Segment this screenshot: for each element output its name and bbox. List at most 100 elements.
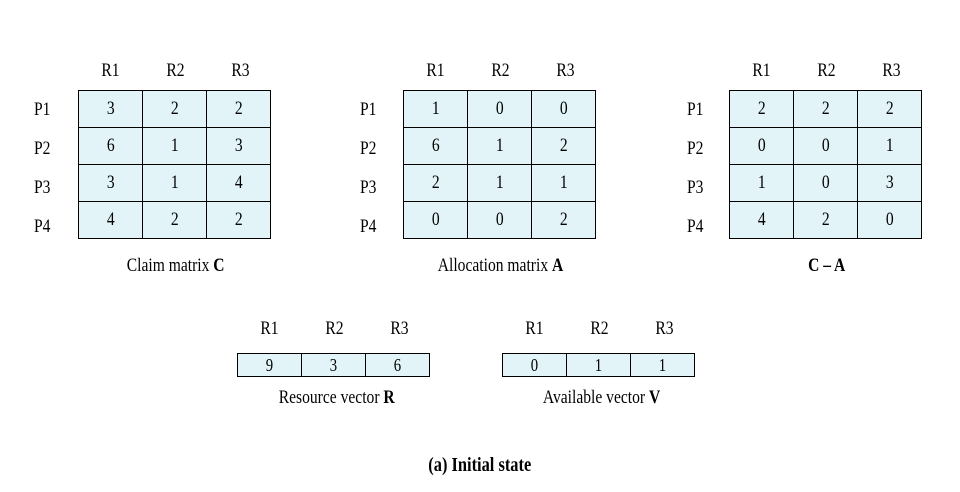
row-header: P2 xyxy=(34,138,51,159)
resource-vector-column-headers: R1 R2 R3 xyxy=(237,318,432,340)
column-header: R2 xyxy=(166,60,185,81)
matrix-cell: 0 xyxy=(793,127,858,165)
vector-cell: 6 xyxy=(365,353,430,377)
matrix-cell: 2 xyxy=(857,90,922,128)
matrix-cell: 0 xyxy=(531,90,596,128)
figure-caption: (a) Initial state xyxy=(0,454,960,477)
row-header: P3 xyxy=(687,177,704,198)
column-header: R3 xyxy=(390,318,409,339)
claim-matrix: R1 R2 R3 xyxy=(78,60,278,280)
row-header: P1 xyxy=(34,99,51,120)
need-matrix-grid: 2 2 2 0 0 1 1 0 3 4 2 0 xyxy=(729,90,922,239)
matrix-row: 1 0 3 xyxy=(729,164,922,202)
matrix-cell: 4 xyxy=(78,201,143,239)
matrix-cell: 1 xyxy=(467,164,532,202)
matrix-cell: 1 xyxy=(142,164,207,202)
matrix-cell: 2 xyxy=(142,90,207,128)
matrix-cell: 1 xyxy=(531,164,596,202)
matrix-row: 4 2 0 xyxy=(729,201,922,239)
matrix-row: 2 2 2 xyxy=(729,90,922,128)
vector-row: 0 1 1 xyxy=(502,353,695,377)
need-matrix-caption: C – A xyxy=(729,255,925,277)
column-header: R2 xyxy=(491,60,510,81)
available-vector-caption: Available vector V xyxy=(502,387,702,409)
row-header: P4 xyxy=(34,216,51,237)
matrix-cell: 2 xyxy=(206,90,271,128)
resource-vector: R1 R2 R3 xyxy=(237,318,437,408)
allocation-matrix-caption: Allocation matrix A xyxy=(403,255,599,277)
allocation-matrix: R1 R2 R3 xyxy=(403,60,603,280)
vector-cell: 9 xyxy=(237,353,302,377)
caption-text: Resource vector xyxy=(279,387,384,408)
column-header: R1 xyxy=(752,60,771,81)
available-vector-grid: 0 1 1 xyxy=(502,353,695,377)
column-header: R2 xyxy=(325,318,344,339)
column-header: R3 xyxy=(231,60,250,81)
matrix-cell: 1 xyxy=(857,127,922,165)
matrix-cell: 3 xyxy=(78,90,143,128)
row-header: P3 xyxy=(360,177,377,198)
allocation-matrix-row-headers: P1 P2 P3 P4 xyxy=(360,90,390,246)
vector-row: 9 3 6 xyxy=(237,353,430,377)
column-header: R3 xyxy=(556,60,575,81)
row-header: P2 xyxy=(687,138,704,159)
column-header: R3 xyxy=(882,60,901,81)
resource-vector-caption: Resource vector R xyxy=(237,387,437,409)
matrix-cell: 1 xyxy=(403,90,468,128)
claim-matrix-row-headers: P1 P2 P3 P4 xyxy=(34,90,64,246)
column-header: R3 xyxy=(655,318,674,339)
caption-text: Allocation matrix xyxy=(438,255,553,276)
caption-symbol: C xyxy=(213,255,225,276)
column-header: R1 xyxy=(525,318,544,339)
matrix-cell: 4 xyxy=(206,164,271,202)
row-header: P1 xyxy=(360,99,377,120)
matrix-cell: 2 xyxy=(531,201,596,239)
caption-text: Available vector xyxy=(543,387,650,408)
matrix-row: 4 2 2 xyxy=(78,201,271,239)
claim-matrix-grid: 3 2 2 6 1 3 3 1 4 4 2 2 xyxy=(78,90,271,239)
vector-cell: 3 xyxy=(301,353,366,377)
matrix-cell: 0 xyxy=(729,127,794,165)
matrix-cell: 6 xyxy=(78,127,143,165)
matrix-row: 6 1 3 xyxy=(78,127,271,165)
matrix-cell: 0 xyxy=(793,164,858,202)
matrix-row: 0 0 2 xyxy=(403,201,596,239)
matrix-cell: 3 xyxy=(857,164,922,202)
matrix-row: 1 0 0 xyxy=(403,90,596,128)
column-header: R1 xyxy=(426,60,445,81)
matrix-row: 3 2 2 xyxy=(78,90,271,128)
matrix-cell: 2 xyxy=(531,127,596,165)
matrix-row: 0 0 1 xyxy=(729,127,922,165)
caption-text: Claim matrix xyxy=(127,255,214,276)
available-vector: R1 R2 R3 xyxy=(502,318,702,408)
matrix-cell: 1 xyxy=(729,164,794,202)
caption-symbol: C – A xyxy=(808,255,846,276)
row-header: P3 xyxy=(34,177,51,198)
matrix-cell: 6 xyxy=(403,127,468,165)
need-matrix: R1 R2 R3 xyxy=(729,60,929,280)
matrix-row: 3 1 4 xyxy=(78,164,271,202)
vector-cell: 0 xyxy=(502,353,567,377)
matrix-cell: 0 xyxy=(467,201,532,239)
matrix-cell: 2 xyxy=(142,201,207,239)
column-header: R1 xyxy=(260,318,279,339)
column-header: R2 xyxy=(817,60,836,81)
caption-symbol: V xyxy=(649,387,661,408)
allocation-matrix-column-headers: R1 R2 R3 xyxy=(403,60,598,82)
matrix-cell: 4 xyxy=(729,201,794,239)
matrix-cell: 3 xyxy=(78,164,143,202)
matrix-cell: 0 xyxy=(857,201,922,239)
claim-matrix-column-headers: R1 R2 R3 xyxy=(78,60,273,82)
matrix-cell: 0 xyxy=(403,201,468,239)
claim-matrix-caption: Claim matrix C xyxy=(78,255,274,277)
matrix-cell: 0 xyxy=(467,90,532,128)
row-header: P4 xyxy=(360,216,377,237)
matrix-cell: 1 xyxy=(142,127,207,165)
matrix-cell: 2 xyxy=(403,164,468,202)
need-matrix-column-headers: R1 R2 R3 xyxy=(729,60,924,82)
matrix-cell: 2 xyxy=(206,201,271,239)
need-matrix-row-headers: P1 P2 P3 P4 xyxy=(687,90,717,246)
row-header: P1 xyxy=(687,99,704,120)
matrix-row: 6 1 2 xyxy=(403,127,596,165)
resource-vector-grid: 9 3 6 xyxy=(237,353,430,377)
